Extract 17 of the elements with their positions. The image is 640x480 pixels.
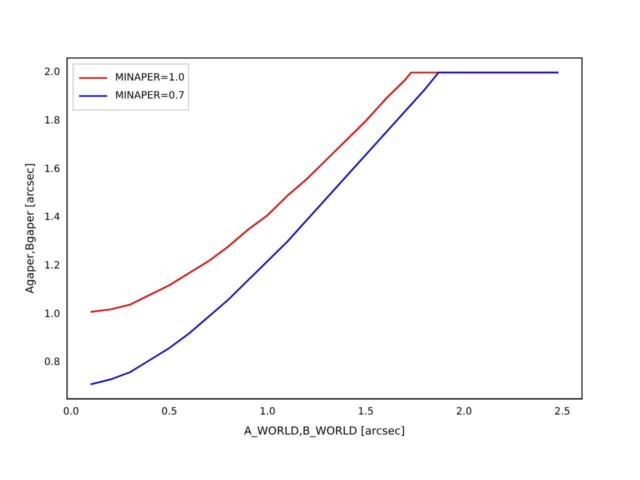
x-tick-label: 0.5 — [161, 406, 178, 418]
y-axis-title: Agaper,Bgaper [arcsec] — [23, 163, 36, 294]
y-tick-label: 0.8 — [44, 357, 60, 368]
y-tick-label: 1.8 — [44, 115, 60, 126]
x-tick-label: 2.5 — [554, 406, 570, 418]
y-tick-label: 1.0 — [44, 308, 60, 320]
y-tick-label: 1.4 — [44, 212, 60, 224]
x-axis-title: A_WORLD,B_WORLD [arcsec] — [244, 424, 405, 438]
x-tick-label: 1.0 — [260, 406, 276, 418]
x-tick-label: 1.5 — [358, 406, 374, 418]
x-tick-label: 2.0 — [456, 406, 472, 418]
y-tick-label: 2.0 — [44, 67, 60, 78]
y-tick-label: 1.2 — [44, 260, 60, 272]
legend-label: MINAPER=0.7 — [115, 90, 185, 102]
legend-label: MINAPER=1.0 — [115, 72, 185, 84]
x-tick-label: 0.0 — [63, 406, 79, 418]
y-tick-label: 1.6 — [44, 164, 60, 175]
